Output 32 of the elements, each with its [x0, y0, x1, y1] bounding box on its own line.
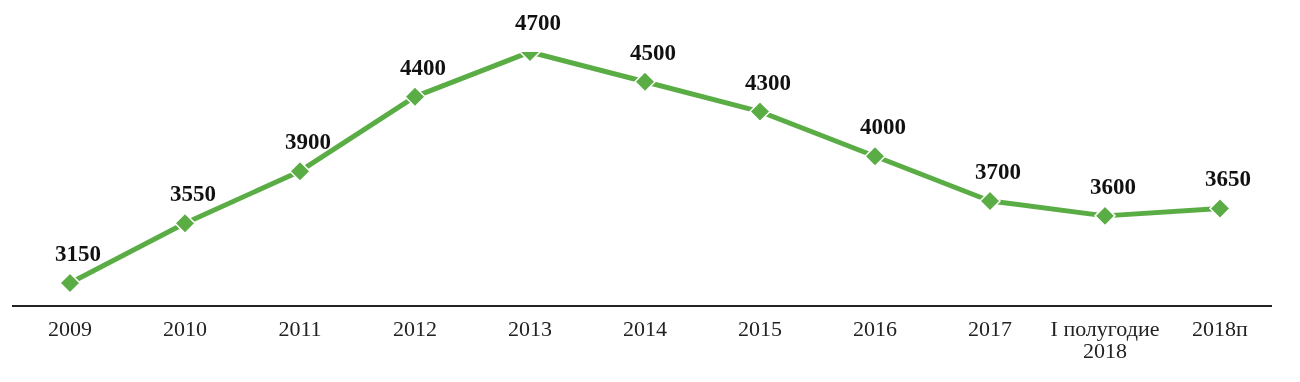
x-tick-label: 2017: [968, 315, 1012, 341]
x-tick-label: 2012: [393, 315, 437, 341]
x-tick-label: 2014: [623, 315, 667, 341]
data-label: 3150: [55, 240, 101, 266]
x-tick-label: I полугодие 2018: [1050, 315, 1160, 363]
point: [59, 272, 81, 294]
x-tick-label: 2013: [508, 315, 552, 341]
data-label: 4300: [745, 69, 791, 95]
x-tick-label: 2018п: [1192, 315, 1249, 341]
x-tick-label: 2009: [48, 315, 92, 341]
data-label: 3650: [1205, 166, 1251, 192]
point: [404, 85, 426, 108]
point: [634, 71, 656, 93]
data-label: 4400: [400, 54, 446, 80]
data-label: 4500: [630, 39, 676, 65]
data-label: 4700: [515, 10, 561, 35]
point: [289, 160, 311, 182]
x-tick-label: 2016: [853, 315, 897, 341]
x-tick-label: 2010: [163, 315, 207, 341]
data-label: 3700: [975, 158, 1021, 184]
x-tick-label: 2015: [738, 315, 782, 341]
point: [749, 100, 771, 123]
point: [864, 145, 886, 168]
point: [1209, 197, 1231, 220]
data-label: 3600: [1090, 173, 1136, 199]
data-label: 3550: [170, 181, 216, 207]
data-label: 4000: [860, 114, 906, 140]
point: [979, 190, 1001, 212]
data-label: 3900: [285, 129, 331, 155]
point: [174, 212, 196, 235]
point: [1094, 205, 1116, 227]
x-tick-label: 2011: [278, 315, 322, 341]
